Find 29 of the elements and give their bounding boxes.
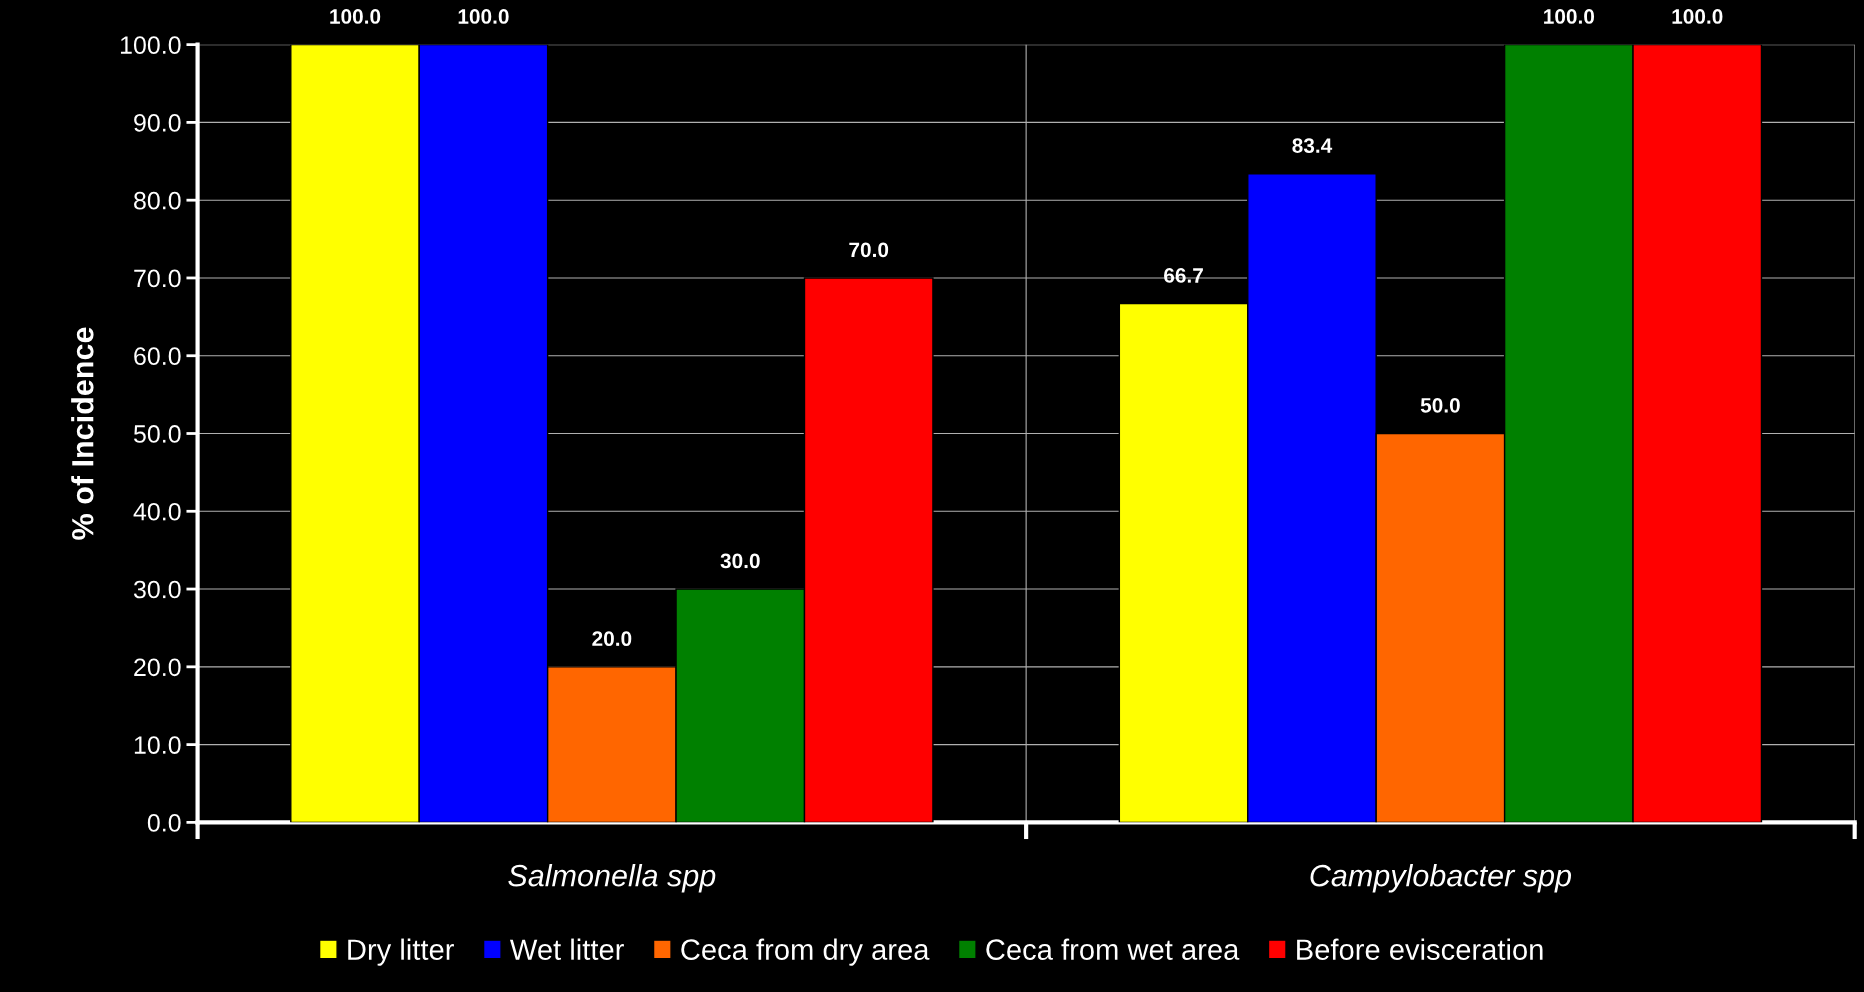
- legend-label: Ceca from dry area: [681, 938, 930, 966]
- legend-label: Ceca from wet area: [986, 938, 1240, 960]
- x-tick-label: Salmonella spp: [508, 864, 716, 893]
- data-label: 100.0: [330, 9, 381, 24]
- y-axis-title: % of Incidence: [71, 327, 94, 540]
- data-label: 100.0: [1672, 9, 1723, 24]
- data-label: 100.0: [1544, 9, 1595, 24]
- data-label: 70.0: [849, 242, 889, 258]
- y-tick-label: 90.0: [134, 114, 181, 132]
- y-tick-label: 20.0: [134, 658, 181, 677]
- y-tick-label: 100.0: [120, 36, 181, 54]
- data-label: 20.0: [592, 631, 632, 647]
- y-tick-label: 10.0: [134, 736, 181, 754]
- legend-label: Wet litter: [509, 938, 624, 960]
- y-tick-label: 30.0: [133, 580, 181, 599]
- data-label: 50.0: [1420, 397, 1460, 413]
- y-tick-label: 60.0: [134, 347, 181, 366]
- y-tick-label: 0.0: [147, 813, 181, 832]
- legend-label: Before evisceration: [1297, 938, 1543, 960]
- data-label: 66.7: [1164, 268, 1203, 283]
- y-tick-label: 50.0: [133, 425, 181, 443]
- y-tick-label: 70.0: [134, 269, 181, 288]
- x-tick-label: Campylobacter spp: [1310, 864, 1572, 893]
- data-label: 100.0: [458, 9, 509, 24]
- legend-label: Dry litter: [348, 938, 454, 966]
- data-label: 83.4: [1292, 138, 1333, 153]
- y-tick-label: 80.0: [134, 191, 181, 210]
- data-label: 30.0: [720, 553, 760, 569]
- y-tick-label: 40.0: [133, 502, 181, 521]
